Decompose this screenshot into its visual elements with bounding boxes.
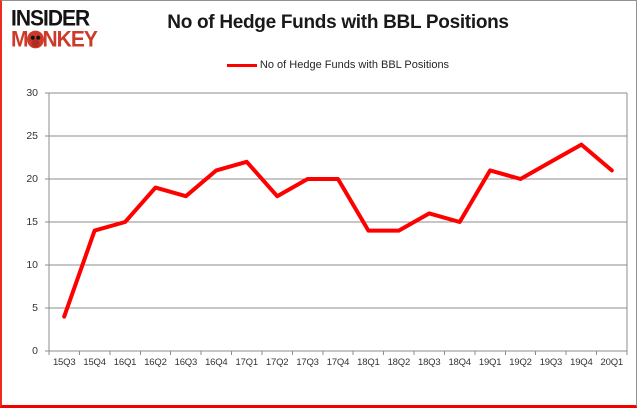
x-axis-label: 16Q2 xyxy=(144,357,167,368)
legend: No of Hedge Funds with BBL Positions xyxy=(49,57,627,73)
y-axis-label: 30 xyxy=(26,87,38,99)
x-axis-label: 19Q1 xyxy=(478,357,502,368)
x-axis-label: 17Q4 xyxy=(326,357,350,368)
y-axis-label: 15 xyxy=(26,216,38,228)
x-axis-label: 15Q4 xyxy=(83,357,106,368)
x-axis-label: 16Q4 xyxy=(205,357,228,368)
data-line-series xyxy=(62,142,614,319)
x-axis-label: 16Q3 xyxy=(174,357,198,368)
logo-line1: INSIDER xyxy=(11,6,90,31)
x-axis-label: 15Q3 xyxy=(52,357,76,368)
x-axis-label: 18Q4 xyxy=(448,357,471,368)
x-axis-label: 18Q3 xyxy=(418,357,441,368)
logo-line2-m: M xyxy=(11,27,28,52)
x-axis-label: 18Q2 xyxy=(387,357,411,368)
x-axis-label: 19Q2 xyxy=(509,357,532,368)
y-axis-label: 0 xyxy=(32,345,38,357)
legend-line-swatch xyxy=(226,63,257,67)
x-axis-label: 19Q4 xyxy=(570,357,593,368)
y-axis-label: 10 xyxy=(26,259,38,271)
chart-title: No of Hedge Funds with BBL Positions xyxy=(167,12,509,33)
y-axis-label: 25 xyxy=(26,130,38,142)
logo-line2-nkey: NKEY xyxy=(42,27,98,52)
insider-monkey-logo: INSIDER M NKEY xyxy=(11,6,98,52)
logo-line2: M NKEY xyxy=(11,27,98,52)
x-axis-label: 17Q1 xyxy=(235,357,258,368)
y-axis-label: 5 xyxy=(32,302,38,314)
y-axis-label: 20 xyxy=(26,173,38,185)
x-axis-label: 19Q3 xyxy=(539,357,563,368)
x-axis-label: 20Q1 xyxy=(600,357,624,368)
x-axis-label: 18Q1 xyxy=(357,357,380,368)
x-axis-label: 16Q1 xyxy=(113,357,137,368)
monkey-face-icon xyxy=(26,30,44,49)
legend-label: No of Hedge Funds with BBL Positions xyxy=(259,59,450,71)
x-axis-label: 17Q2 xyxy=(265,357,289,368)
x-axis-label: 17Q3 xyxy=(296,357,319,368)
